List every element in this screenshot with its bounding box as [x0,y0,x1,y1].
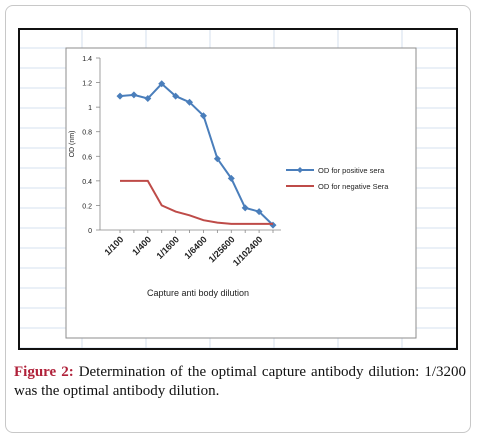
y-tick-label: 0 [88,228,92,235]
data-point [116,92,124,100]
caption-text: Determination of the optimal capture ant… [14,364,466,399]
data-point [186,98,194,106]
y-tick-label: 0.4 [82,179,92,186]
legend-marker [297,167,303,173]
figure-caption: Figure 2: Determination of the optimal c… [14,363,466,401]
series-line [120,179,273,225]
data-point [255,208,263,216]
y-tick-label: 1.2 [82,81,92,88]
data-point [130,91,138,99]
y-tick-label: 0.6 [82,154,92,161]
legend: OD for positive sera OD for negative Sera [286,166,389,191]
data-point [213,155,221,163]
data-point [199,112,207,120]
data-point [144,95,152,103]
y-tick-label: 1.4 [82,56,92,63]
data-point [241,204,249,212]
y-tick-label: 1 [88,105,92,112]
caption-label: Figure 2: [14,364,74,380]
data-point [227,174,235,182]
data-point [172,92,180,100]
y-tick-label: 0.2 [82,203,92,210]
data-point [158,80,166,88]
y-axis-label: OD (nm) [69,131,76,158]
legend-label: OD for positive sera [318,166,385,175]
x-axis-label: Capture anti body dilution [147,288,249,298]
y-tick-label: 0.8 [82,130,92,137]
spreadsheet-chart: 00.20.40.60.811.21.4OD (nm)1/100 1/400 1/1… [18,28,458,350]
legend-label: OD for negative Sera [318,182,389,191]
